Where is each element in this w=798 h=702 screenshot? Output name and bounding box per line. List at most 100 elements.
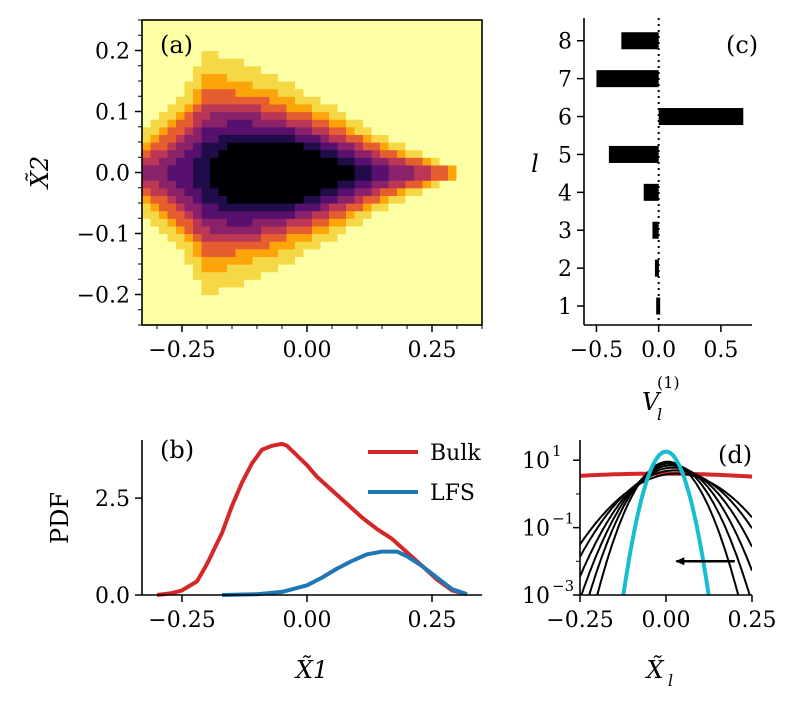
heatmap-cell [193,58,203,67]
heatmap-cell [371,58,381,67]
x-tick-label: 0.25 [408,338,457,363]
heatmap-cell [218,58,228,67]
heatmap-cell [388,157,398,166]
heatmap-cell [422,180,432,189]
heatmap-cell [329,164,339,174]
panel-b-ylabel-text: PDF [46,492,74,544]
heatmap-cell [278,218,288,227]
heatmap-cell [295,180,305,189]
heatmap-cell [473,271,483,280]
heatmap-cell [218,233,228,242]
heatmap-cell [201,134,211,143]
heatmap-cell [329,203,339,212]
heatmap-cell [448,218,458,227]
heatmap-cell [363,88,373,97]
heatmap-cell [286,302,296,311]
heatmap-cell [303,302,313,311]
heatmap-cell [456,149,466,158]
heatmap-cell [261,241,271,250]
heatmap-cell [176,309,186,318]
heatmap-cell [439,233,449,242]
heatmap-cell [337,264,347,273]
heatmap-cell [337,126,347,135]
heatmap-cell [252,88,262,97]
heatmap-cell [201,218,211,227]
heatmap-cell [456,164,466,174]
heatmap-cell [346,119,356,128]
heatmap-cell [167,164,177,174]
heatmap-cell [363,302,373,311]
heatmap-cell [201,210,211,219]
heatmap-cell [346,88,356,97]
heatmap-cell [312,172,322,181]
heatmap-cell [150,210,160,219]
heatmap-cell [176,81,186,90]
heatmap-cell [235,309,245,318]
panel-c-ylabel: l [531,150,539,178]
heatmap-cell [295,317,305,326]
heatmap-cell [371,233,381,242]
heatmap-cell [414,81,424,90]
heatmap-cell [295,302,305,311]
heatmap-cell [439,164,449,174]
heatmap-cell [388,241,398,250]
heatmap-cell [465,225,475,235]
series-lfs [621,449,711,595]
heatmap-cell [159,180,169,189]
heatmap-cell [201,203,211,212]
heatmap-cell [159,294,169,303]
heatmap-cell [473,81,483,90]
heatmap-cell [388,309,398,318]
heatmap-cell [244,58,254,67]
heatmap-cell [278,119,288,128]
heatmap-cell [354,81,364,90]
heatmap-cell [150,187,160,196]
heatmap-cell [269,88,279,97]
heatmap-cell [201,195,211,204]
heatmap-cell [320,195,330,204]
heatmap-cell [422,20,432,29]
heatmap-cell [261,218,271,227]
heatmap-cell [252,248,262,257]
heatmap-cell [431,111,441,120]
heatmap-cell [303,286,313,296]
heatmap-cell [456,96,466,105]
heatmap-cell [363,142,373,151]
heatmap-cell [465,317,475,326]
heatmap-cell [456,111,466,120]
heatmap-cell [142,195,152,204]
heatmap-cell [380,187,390,196]
heatmap-cell [218,164,228,174]
heatmap-cell [312,264,322,273]
heatmap-cell [159,81,169,90]
heatmap-cell [244,225,254,235]
heatmap-cell [193,210,203,219]
heatmap-cell [193,142,203,151]
y-tick-label: 10 [522,449,550,474]
heatmap-cell [354,58,364,67]
heatmap-cell [448,180,458,189]
heatmap-cell [235,225,245,235]
heatmap-cell [252,58,262,67]
heatmap-cell [218,302,228,311]
heatmap-cell [388,50,398,59]
heatmap-cell [363,271,373,280]
heatmap-cell [397,172,407,181]
heatmap-cell [448,164,458,174]
heatmap-cell [456,233,466,242]
heatmap-cell [354,134,364,143]
heatmap-cell [269,203,279,212]
heatmap-cell [380,218,390,227]
heatmap-cell [329,157,339,166]
heatmap-cell [150,96,160,105]
heatmap-cell [414,187,424,196]
heatmap-cell [244,248,254,257]
heatmap-cell [448,309,458,318]
legend-lfs-label: LFS [430,481,475,506]
heatmap-cell [473,58,483,67]
heatmap-cell [405,225,415,235]
heatmap-cell [244,81,254,90]
heatmap-cell [235,149,245,158]
heatmap-cell [252,264,262,273]
heatmap-cell [405,50,415,59]
